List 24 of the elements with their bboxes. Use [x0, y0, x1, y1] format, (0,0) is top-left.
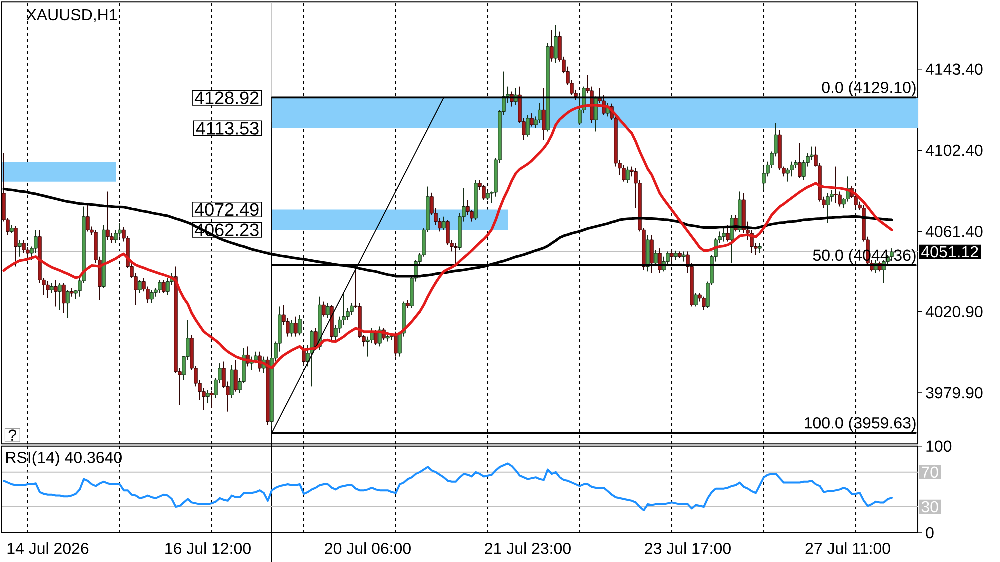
- chart-title: XAUUSD,H1: [26, 9, 117, 23]
- ref-line-label: 70: [922, 466, 938, 478]
- y-tick-label: 3979.90: [926, 387, 983, 399]
- y-tick-label: 4061.40: [926, 226, 983, 238]
- x-tick-label: 20 Jul 06:00: [325, 542, 411, 554]
- y-tick-label: 100: [926, 440, 952, 452]
- annotation: 100.0 (3959.63): [805, 417, 916, 432]
- annotation: 0.0 (4129.10): [822, 82, 916, 96]
- annotation: 4128.92: [194, 92, 259, 104]
- x-tick-label: 21 Jul 23:00: [485, 542, 571, 554]
- x-tick-label: 23 Jul 17:00: [645, 542, 731, 554]
- chart-title: RSI(14) 40.3640: [6, 452, 122, 467]
- annotation: ?: [8, 430, 17, 441]
- y-tick-label: 4102.40: [926, 144, 983, 156]
- ref-line-label: 30: [922, 501, 938, 513]
- x-tick-label: 14 Jul 2026: [8, 542, 89, 554]
- y-tick-label: 0: [926, 527, 934, 539]
- x-tick-label: 27 Jul 11:00: [806, 542, 890, 554]
- ref-line-label: 4051.12: [922, 246, 978, 258]
- y-tick-label: 4020.90: [926, 306, 983, 318]
- annotation: 4113.53: [196, 122, 259, 135]
- x-tick-label: 16 Jul 12:00: [166, 542, 251, 554]
- annotation: 4072.49: [194, 203, 259, 216]
- y-tick-label: 4143.40: [926, 64, 983, 76]
